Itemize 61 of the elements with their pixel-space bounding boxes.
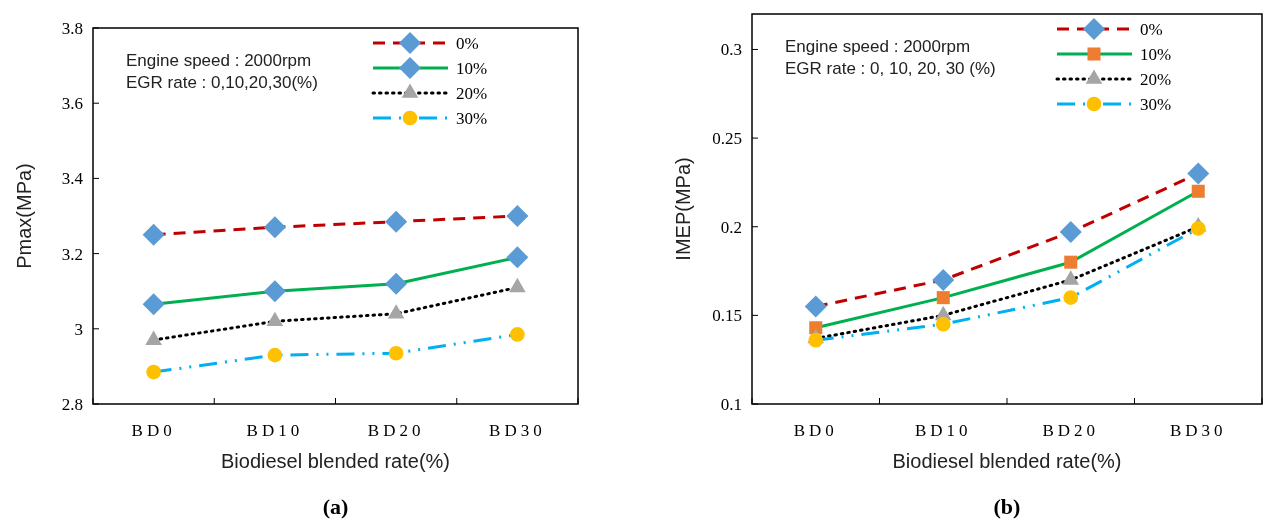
point	[263, 280, 286, 303]
point	[506, 205, 529, 227]
text: (b)	[993, 494, 1021, 519]
y-tick-label: 3.6	[61, 94, 83, 114]
annotation: EGR rate : 0,10,20,30(%)	[126, 73, 318, 92]
x-tick-label: BD20	[1042, 421, 1100, 440]
annotation: Engine speed : 2000rpm	[785, 37, 971, 56]
legend-label: 30%	[456, 108, 488, 128]
annotation: EGR rate : 0, 10, 20, 30 (%)	[785, 59, 996, 78]
point	[1063, 290, 1079, 305]
x-tick-label: BD30	[489, 421, 546, 440]
point	[506, 246, 529, 269]
point	[142, 293, 165, 316]
y-tick-label: 0.2	[720, 217, 742, 237]
y-tick-label: 3.2	[61, 244, 83, 264]
annotation: Engine speed : 2000rpm	[126, 51, 312, 70]
y-tick-label: 0.1	[720, 394, 742, 414]
legend-label: 0%	[1140, 19, 1163, 39]
x-tick-label: BD0	[793, 421, 838, 440]
point	[808, 332, 824, 348]
point	[1059, 221, 1082, 244]
point	[935, 316, 951, 332]
point	[510, 327, 525, 342]
point	[263, 216, 286, 239]
legend-label: 20%	[456, 83, 488, 103]
y-tick-label: 3.4	[61, 169, 84, 189]
y-tick-label: 0.3	[720, 40, 742, 60]
x-tick-label: BD20	[367, 421, 425, 440]
text: (a)	[322, 494, 349, 519]
point	[267, 347, 283, 363]
point	[1190, 221, 1206, 236]
y-tick-label: 0.25	[712, 129, 742, 149]
legend-label: 20%	[1140, 69, 1172, 89]
x-tick-label: BD10	[914, 421, 972, 440]
point	[804, 295, 827, 318]
y-tick-label: 3	[74, 319, 83, 339]
x-tick-label: BD0	[131, 421, 176, 440]
point	[1064, 255, 1078, 269]
point	[388, 345, 404, 361]
point	[1191, 184, 1205, 198]
point	[142, 223, 165, 246]
legend-label: 0%	[456, 33, 479, 53]
y-tick-label: 2.8	[61, 394, 83, 414]
x-axis-title: Biodiesel blended rate(%)	[892, 450, 1122, 472]
y-tick-label: 0.15	[712, 306, 742, 326]
point	[1187, 162, 1210, 185]
point	[385, 272, 408, 295]
point	[932, 268, 955, 291]
y-axis-title: IMEP(MPa)	[672, 157, 694, 261]
x-axis-title: Biodiesel blended rate(%)	[220, 450, 451, 472]
x-tick-label: BD10	[246, 421, 304, 440]
legend-label: 30%	[1140, 94, 1172, 114]
point	[936, 291, 950, 305]
point	[385, 210, 408, 233]
legend-label: 10%	[456, 58, 488, 78]
point	[146, 364, 161, 380]
x-tick-label: BD30	[1169, 421, 1227, 440]
legend-label: 10%	[1140, 44, 1172, 64]
y-axis-title: Pmax(MPa)	[13, 163, 35, 269]
point	[809, 321, 823, 335]
y-tick-label: 3.8	[61, 18, 83, 38]
